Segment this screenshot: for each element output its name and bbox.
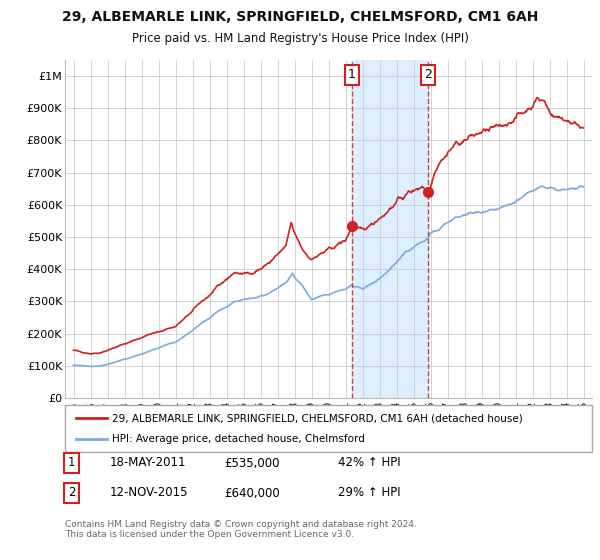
Text: 18-MAY-2011: 18-MAY-2011	[110, 456, 187, 469]
Bar	[352, 60, 428, 398]
Text: 2: 2	[424, 68, 432, 81]
Text: 1: 1	[348, 68, 356, 81]
Text: 12-NOV-2015: 12-NOV-2015	[110, 487, 188, 500]
Text: 1: 1	[68, 456, 76, 469]
Text: 29, ALBEMARLE LINK, SPRINGFIELD, CHELMSFORD, CM1 6AH: 29, ALBEMARLE LINK, SPRINGFIELD, CHELMSF…	[62, 10, 538, 24]
Text: £640,000: £640,000	[224, 487, 280, 500]
Text: HPI: Average price, detached house, Chelmsford: HPI: Average price, detached house, Chel…	[112, 434, 365, 444]
Text: 42% ↑ HPI: 42% ↑ HPI	[338, 456, 401, 469]
Text: Contains HM Land Registry data © Crown copyright and database right 2024.
This d: Contains HM Land Registry data © Crown c…	[65, 520, 417, 539]
Text: 29, ALBEMARLE LINK, SPRINGFIELD, CHELMSFORD, CM1 6AH (detached house): 29, ALBEMARLE LINK, SPRINGFIELD, CHELMSF…	[112, 413, 523, 423]
Text: £535,000: £535,000	[224, 456, 280, 469]
Text: 29% ↑ HPI: 29% ↑ HPI	[338, 487, 401, 500]
Text: Price paid vs. HM Land Registry's House Price Index (HPI): Price paid vs. HM Land Registry's House …	[131, 32, 469, 45]
Text: 2: 2	[68, 487, 76, 500]
